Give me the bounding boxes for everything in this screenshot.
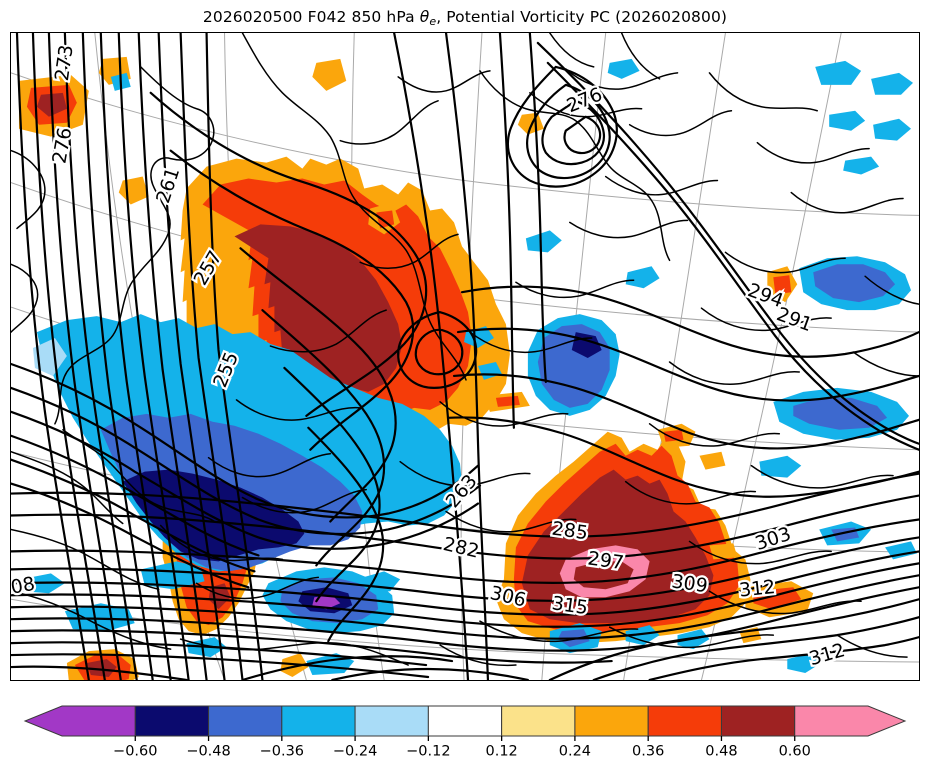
pv-patch-cool [32, 338, 67, 376]
colorbar-tick-label: −0.36 [260, 744, 304, 760]
pv-patch-cool [525, 230, 562, 253]
colorbar-segment[interactable] [23, 705, 136, 737]
pv-patch-cool [759, 455, 802, 478]
contour-label: 285 [550, 518, 589, 545]
title-init-time: 2026020500 [202, 8, 303, 26]
pv-patch-cool [843, 156, 880, 175]
pv-patch-cool [787, 653, 822, 674]
colorbar-tick-label: −0.60 [113, 744, 157, 760]
pv-patch-warm [86, 659, 117, 678]
pv-patch-cool [873, 118, 912, 141]
colorbar-segment[interactable] [354, 705, 429, 737]
pv-patch-cool [815, 60, 862, 85]
colorbar-tick-label: 0.12 [485, 744, 517, 760]
colorbar-tick-label: −0.12 [406, 744, 450, 760]
colorbar-segment[interactable] [720, 705, 796, 737]
colorbar-segment[interactable] [501, 705, 576, 737]
colorbar-segment[interactable] [574, 705, 649, 737]
colorbar-tick-labels: −0.60 −0.48 −0.36 −0.24 −0.12 0.12 0.24 0.36 0.4… [113, 744, 811, 760]
colorbar-tick-label: 0.48 [705, 744, 737, 760]
pv-patch-warm [663, 429, 684, 442]
title-comma: , [436, 8, 442, 26]
colorbar-canvas[interactable]: −0.60 −0.48 −0.36 −0.24 −0.12 0.12 0.24 0.36 0.4… [0, 700, 930, 764]
colorbar-tick-label: 0.60 [779, 744, 811, 760]
title-variable-subscript: e [429, 15, 437, 28]
pv-patch-warm [699, 451, 726, 470]
title-variable-symbol: θ [419, 8, 430, 26]
pv-patch-warm [376, 210, 395, 229]
colorbar-segment[interactable] [427, 705, 503, 737]
colorbar-segment[interactable] [208, 705, 283, 737]
title-forecast-hour: F042 [307, 8, 347, 26]
colorbar-segment[interactable] [134, 705, 210, 737]
colorbar-tick-label: 0.24 [559, 744, 591, 760]
coastlines [11, 33, 919, 667]
colorbar-tick-label: −0.24 [333, 744, 377, 760]
pv-patch-cool [829, 110, 866, 131]
pv-patch-cool [64, 603, 135, 632]
map-panel[interactable]: 273 276 261 276 257 255 294 291 282 285 297 303 306 3… [10, 32, 920, 681]
contour-label: 312 [738, 576, 776, 602]
colorbar-segment[interactable] [647, 705, 722, 737]
colorbar-ticks [134, 736, 796, 741]
pv-patch-cool [607, 58, 640, 79]
thetae-contours [11, 33, 919, 680]
pv-patch-warm [312, 58, 347, 91]
colorbar-segment[interactable] [794, 705, 907, 737]
pv-patch-warm [709, 543, 738, 560]
pv-patch-cool [625, 266, 660, 289]
colorbar-tick-label: −0.48 [186, 744, 230, 760]
pv-patch-warm [773, 275, 792, 295]
colorbar-tick-label: 0.36 [632, 744, 664, 760]
title-valid-time: 2026020800 [621, 8, 721, 26]
title-level: 850 hPa [351, 8, 415, 26]
pv-patch-cool [871, 72, 914, 95]
page-title: 2026020500 F042 850 hPa θe, Potential Vo… [0, 8, 930, 28]
contour-label: 297 [586, 547, 625, 574]
colorbar-segment[interactable] [281, 705, 356, 737]
pv-patch-cool [813, 264, 896, 303]
title-field: Potential Vorticity PC [446, 8, 611, 26]
colorbar[interactable]: −0.60 −0.48 −0.36 −0.24 −0.12 0.12 0.24 0.36 0.4… [0, 700, 930, 764]
title-valid-time-paren: (2026020800) [615, 8, 728, 26]
colorbar-segments[interactable] [23, 705, 907, 737]
pv-patch-cool [625, 625, 660, 646]
